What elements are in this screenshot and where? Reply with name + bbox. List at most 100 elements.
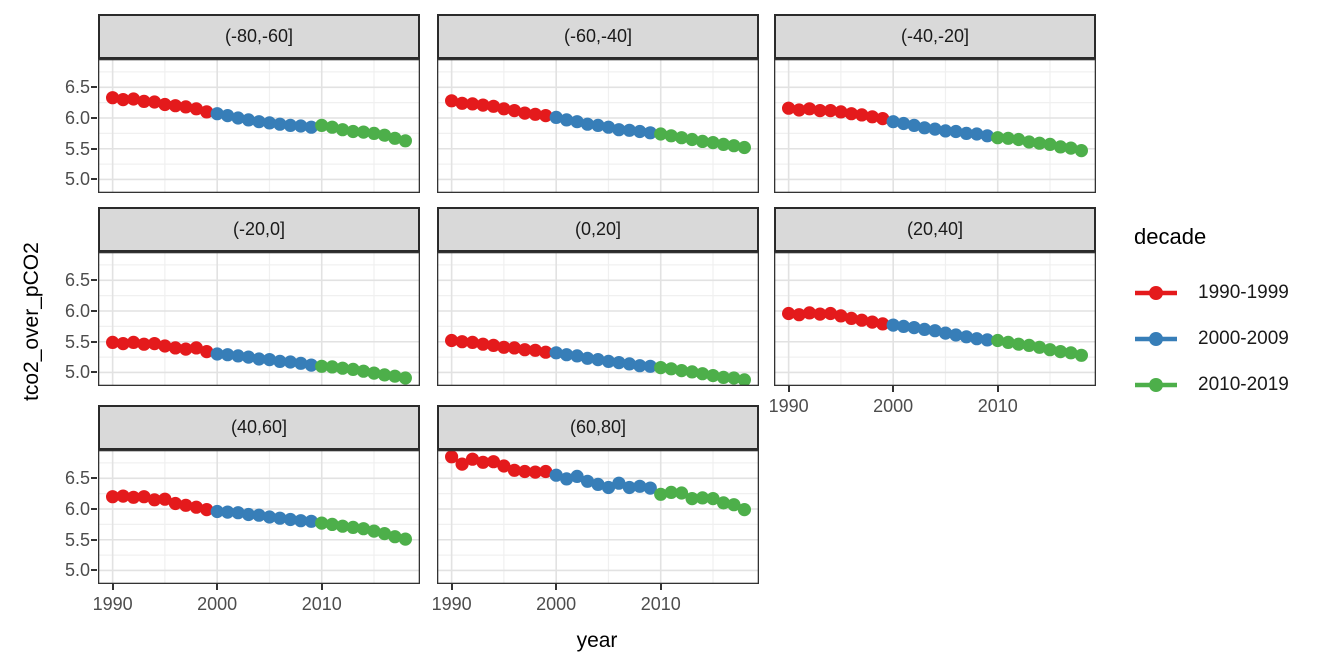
data-point <box>928 122 942 136</box>
data-point <box>346 124 360 139</box>
data-point <box>1012 337 1026 351</box>
data-point <box>1001 335 1015 349</box>
panel-border <box>437 450 759 584</box>
data-point <box>106 335 120 349</box>
data-point <box>210 107 224 121</box>
data-point <box>580 117 595 131</box>
data-point <box>294 119 308 133</box>
data-point <box>445 333 459 348</box>
data-point <box>886 318 900 332</box>
facet-strip-label: (60,80] <box>569 417 627 437</box>
data-point <box>675 131 689 145</box>
data-point <box>336 519 350 533</box>
data-point <box>106 91 120 105</box>
x-tick-mark <box>555 584 558 590</box>
data-point <box>792 103 806 117</box>
data-point <box>304 514 318 528</box>
data-point <box>1064 141 1078 155</box>
data-point <box>476 337 490 351</box>
data-point <box>116 337 130 351</box>
facet-panel-7: (40,60] <box>98 405 420 584</box>
data-point <box>675 364 689 378</box>
data-point <box>549 346 563 360</box>
data-point <box>917 121 932 135</box>
data-point <box>612 123 626 137</box>
data-point <box>231 111 245 125</box>
data-point <box>654 361 668 375</box>
data-point <box>601 480 616 495</box>
data-point <box>283 512 297 527</box>
y-tick-mark <box>91 279 97 282</box>
legend-item-label: 2000-2009 <box>1198 328 1289 349</box>
legend-key-icon <box>1135 332 1177 346</box>
data-point <box>560 348 574 362</box>
data-point <box>179 342 193 356</box>
legend-item-label: 2010-2019 <box>1198 374 1289 395</box>
data-point <box>356 522 371 536</box>
data-point <box>388 131 402 145</box>
data-point <box>398 532 412 546</box>
data-point <box>706 136 720 150</box>
plot-area <box>437 450 759 584</box>
data-point <box>137 337 151 351</box>
data-point <box>210 347 224 361</box>
data-point <box>445 450 459 464</box>
data-point <box>823 104 838 118</box>
panel-border <box>98 252 420 386</box>
data-point <box>189 341 203 355</box>
data-point <box>716 496 731 510</box>
data-point <box>497 459 511 473</box>
data-point <box>1064 346 1078 360</box>
data-point <box>980 333 994 347</box>
x-tick-mark <box>111 584 114 590</box>
data-point <box>262 510 277 524</box>
legend-item-label: 1990-1999 <box>1198 282 1289 303</box>
data-point <box>158 97 172 112</box>
x-tick-mark <box>450 584 453 590</box>
data-point <box>200 503 214 517</box>
data-point <box>949 124 963 139</box>
data-point <box>1053 345 1068 359</box>
x-tick-mark <box>787 386 790 392</box>
data-point <box>654 487 668 501</box>
data-point <box>221 109 235 123</box>
data-point <box>1074 144 1088 158</box>
data-point <box>633 359 647 373</box>
data-point <box>970 332 984 346</box>
data-point <box>179 100 193 114</box>
data-point <box>865 110 879 124</box>
x-tick-mark <box>659 584 662 590</box>
data-point <box>560 472 574 486</box>
data-point <box>664 485 678 499</box>
data-point <box>158 492 172 506</box>
data-point <box>252 352 266 366</box>
facet-strip-label: (0,20] <box>574 219 622 239</box>
legend-title: decade <box>1134 224 1207 249</box>
data-point <box>367 366 381 380</box>
data-point <box>1032 136 1047 150</box>
data-point <box>336 123 350 137</box>
data-point <box>465 452 480 466</box>
plot-area <box>98 450 420 584</box>
data-point <box>782 101 796 115</box>
facet-panel-3: (-40,-20] <box>774 14 1096 193</box>
data-point <box>315 118 329 132</box>
y-tick-label: 6.0 <box>64 301 90 321</box>
data-point <box>855 108 869 122</box>
data-point <box>675 486 689 500</box>
data-point <box>252 115 266 129</box>
data-point <box>147 493 162 507</box>
data-point <box>241 507 256 522</box>
data-point <box>601 354 616 368</box>
y-tick-label: 6.5 <box>64 77 90 98</box>
data-point <box>539 345 553 359</box>
data-point <box>737 373 751 386</box>
y-tick-label: 6.5 <box>64 468 90 489</box>
data-point <box>283 118 297 132</box>
data-point <box>528 343 542 357</box>
data-point <box>137 490 151 504</box>
y-tick-label: 6.5 <box>64 270 90 291</box>
data-point <box>959 330 973 344</box>
data-point <box>252 508 266 522</box>
data-point <box>802 102 817 116</box>
